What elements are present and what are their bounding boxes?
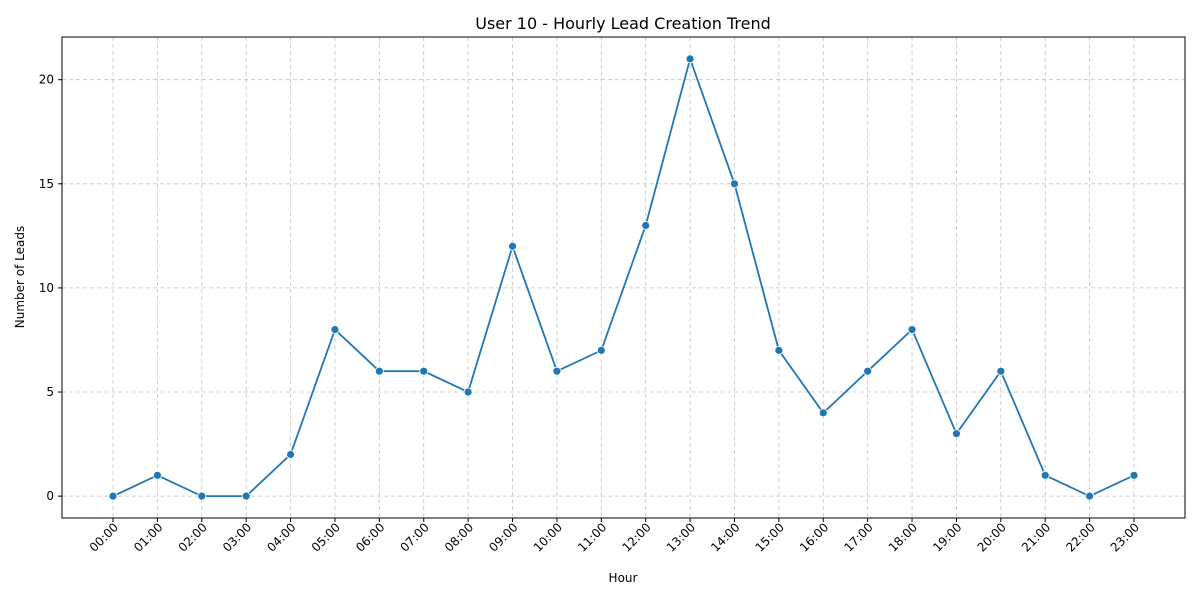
x-tick-label: 06:00 (353, 520, 387, 554)
x-tick-label: 08:00 (442, 520, 476, 554)
data-point (152, 470, 162, 480)
axes: 00:00 01:00 02:00 03:00 04:00 05:00 06:00 07:00… (39, 73, 1142, 555)
data-point (286, 450, 295, 459)
x-tick-label: 11:00 (575, 520, 609, 554)
plot-frame (61, 36, 1186, 519)
x-tick-label: 20:00 (975, 520, 1009, 554)
x-tick-label: 17:00 (841, 520, 875, 554)
data-point (1085, 491, 1095, 501)
x-tick-label: 03:00 (220, 520, 254, 554)
x-tick-label: 16:00 (797, 520, 831, 554)
x-tick-label: 02:00 (176, 520, 210, 554)
data-point (552, 366, 562, 376)
data-point (774, 345, 784, 355)
y-axis-label: Number of Leads (13, 226, 27, 328)
series-line (112, 55, 1135, 498)
x-tick-label: 09:00 (486, 520, 520, 554)
data-point (508, 241, 517, 251)
data-point (463, 387, 473, 397)
data-point (863, 366, 873, 376)
x-tick-label: 05:00 (309, 520, 343, 554)
data-point (330, 325, 340, 334)
data-point (952, 429, 961, 439)
x-tick-label: 15:00 (753, 520, 787, 554)
data-point (641, 221, 651, 230)
x-tick-label: 19:00 (930, 520, 964, 554)
y-tick-label: 10 (39, 281, 54, 295)
data-point (685, 54, 695, 64)
data-point (818, 408, 828, 418)
y-tick-label: 20 (39, 73, 54, 87)
data-point (108, 491, 118, 501)
x-tick-label: 12:00 (619, 520, 653, 554)
x-tick-label: 00:00 (87, 520, 121, 554)
data-point (197, 491, 207, 501)
x-tick-label: 10:00 (531, 520, 565, 554)
y-tick-label: 5 (46, 385, 54, 399)
x-tick-label: 01:00 (131, 520, 165, 554)
data-point (996, 366, 1006, 376)
data-point (730, 179, 739, 189)
x-tick-label: 22:00 (1063, 520, 1097, 554)
x-tick-label: 23:00 (1108, 520, 1142, 554)
series-leads (108, 54, 1139, 501)
data-point (419, 366, 429, 376)
y-tick-label: 0 (46, 489, 54, 503)
x-tick-label: 13:00 (664, 520, 698, 554)
data-point (241, 491, 251, 501)
grid (62, 37, 1185, 518)
chart-title: User 10 - Hourly Lead Creation Trend (475, 14, 771, 33)
data-point (596, 345, 606, 355)
x-tick-label: 04:00 (264, 520, 298, 554)
data-point (907, 325, 917, 334)
x-tick-label: 18:00 (886, 520, 920, 554)
x-tick-label: 14:00 (708, 520, 742, 554)
data-point (374, 366, 384, 376)
x-tick-label: 21:00 (1019, 520, 1053, 554)
data-point (1129, 470, 1139, 480)
data-point (1040, 470, 1050, 480)
y-tick-label: 15 (39, 177, 54, 191)
x-axis-label: Hour (609, 571, 638, 585)
x-tick-label: 07:00 (397, 520, 431, 554)
